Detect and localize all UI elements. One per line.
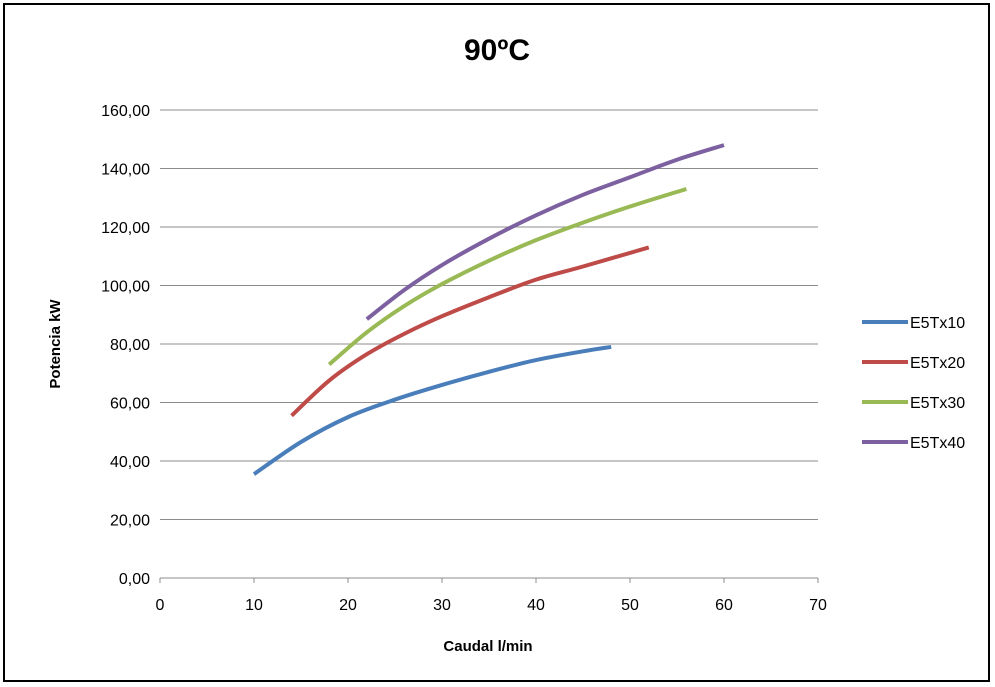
series-line-e5tx30 — [327, 187, 687, 366]
legend-label: E5Tx40 — [910, 435, 965, 452]
series-line-e5tx40 — [365, 143, 725, 321]
x-axis-ticks: 0 10 20 30 40 50 60 70 — [156, 578, 827, 614]
x-tick-label: 30 — [433, 597, 451, 614]
legend-label: E5Tx20 — [910, 355, 965, 372]
y-tick-label: 40,00 — [110, 454, 150, 471]
y-tick-label: 160,00 — [101, 103, 150, 120]
series-line-e5tx20 — [290, 245, 650, 418]
x-tick-label: 10 — [245, 597, 263, 614]
x-tick-label: 50 — [621, 597, 639, 614]
legend: E5Tx10 E5Tx20 E5Tx30 E5Tx40 — [862, 315, 965, 452]
y-tick-label: 60,00 — [110, 396, 150, 413]
y-tick-label: 120,00 — [101, 220, 150, 237]
x-tick-label: 70 — [809, 597, 827, 614]
x-tick-label: 40 — [527, 597, 545, 614]
x-tick-label: 20 — [339, 597, 357, 614]
y-tick-label: 80,00 — [110, 337, 150, 354]
y-tick-label: 0,00 — [119, 571, 150, 588]
y-axis-ticks: 0,00 20,00 40,00 60,00 80,00 100,00 120,00 140,… — [101, 103, 150, 588]
y-tick-label: 140,00 — [101, 162, 150, 179]
y-tick-label: 20,00 — [110, 513, 150, 530]
series-line-e5tx10 — [252, 344, 612, 476]
legend-label: E5Tx30 — [910, 395, 965, 412]
legend-label: E5Tx10 — [910, 315, 965, 332]
x-axis-title: Caudal l/min — [443, 638, 532, 655]
x-tick-label: 0 — [156, 597, 165, 614]
gridlines — [160, 109, 818, 520]
y-tick-label: 100,00 — [101, 279, 150, 296]
series-lines — [252, 143, 725, 476]
chart-frame — [3, 3, 990, 682]
y-axis-title: Potencia kW — [47, 299, 64, 389]
x-tick-label: 60 — [715, 597, 733, 614]
chart-title: 90ºC — [464, 34, 530, 67]
